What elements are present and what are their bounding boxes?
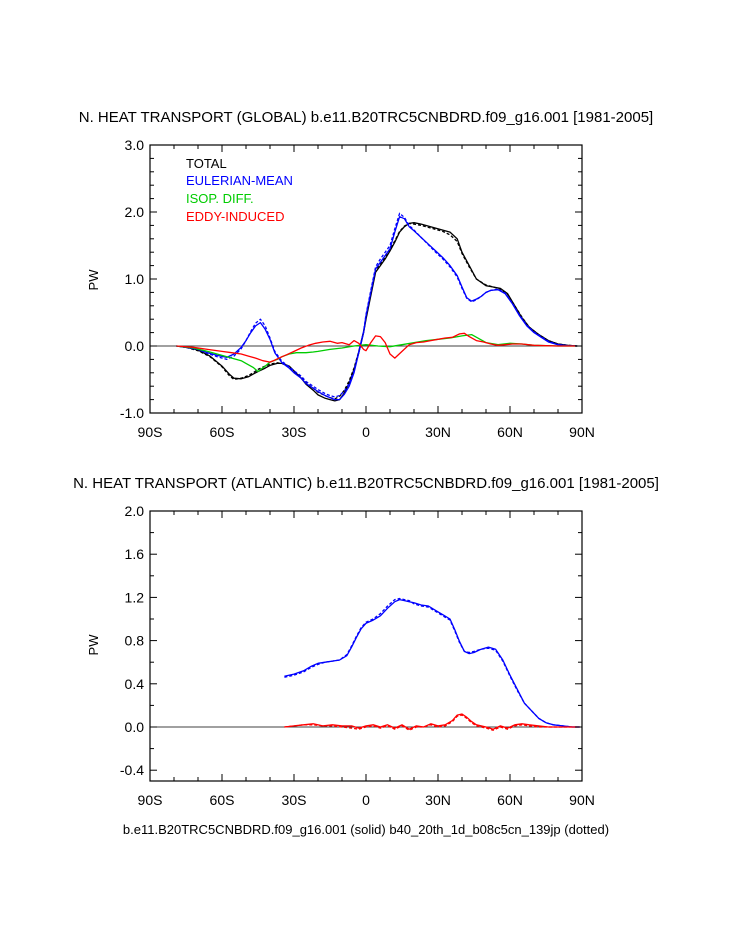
x-tick-label: 90S xyxy=(138,792,163,808)
plot-frame xyxy=(149,510,583,782)
x-tick-label: 60N xyxy=(497,792,523,808)
legend: TOTAL EULERIAN-MEAN ISOP. DIFF. EDDY-IND… xyxy=(186,156,293,224)
x-tick-label: 30N xyxy=(425,792,451,808)
footer-caption: b.e11.B20TRC5CNBDRD.f09_g16.001 (solid) … xyxy=(123,822,609,837)
y-tick-label: 3.0 xyxy=(125,137,145,153)
chart-title-global: N. HEAT TRANSPORT (GLOBAL) b.e11.B20TRC5… xyxy=(79,109,653,126)
x-tick-label: 30S xyxy=(282,792,307,808)
x-tick-label: 30S xyxy=(282,424,307,440)
series-eddy-induced-dotted-line xyxy=(284,714,580,731)
legend-item-eddy-induced: EDDY-INDUCED xyxy=(186,209,284,224)
series-isop-diff-line xyxy=(176,333,578,373)
x-tick-label: 30N xyxy=(425,424,451,440)
y-tick-label: 0.8 xyxy=(125,633,145,649)
series-eulerian-mean-dotted-line xyxy=(284,597,580,728)
series-eulerian-mean-dotted-line xyxy=(176,212,578,398)
legend-item-eulerian-mean: EULERIAN-MEAN xyxy=(186,173,293,188)
y-tick-label: 2.0 xyxy=(125,503,145,519)
y-tick-label: 0.4 xyxy=(125,676,145,692)
series-eddy-induced-line xyxy=(284,713,580,730)
y-tick-label: 1.2 xyxy=(125,589,145,605)
y-tick-label: 1.0 xyxy=(125,271,145,287)
y-tick-label: 1.6 xyxy=(125,546,145,562)
legend-item-total: TOTAL xyxy=(186,156,227,171)
x-tick-label: 90N xyxy=(569,792,595,808)
x-tick-label: 90S xyxy=(138,424,163,440)
atlantic-heat-transport-chart: N. HEAT TRANSPORT (ATLANTIC) b.e11.B20TR… xyxy=(73,475,659,808)
y-tick-label: 2.0 xyxy=(125,204,145,220)
x-tick-label: 90N xyxy=(569,424,595,440)
y-axis-label-atlantic: PW xyxy=(86,634,101,656)
y-tick-label: -0.4 xyxy=(120,762,144,778)
chart-title-atlantic: N. HEAT TRANSPORT (ATLANTIC) b.e11.B20TR… xyxy=(73,475,659,492)
x-tick-label: 0 xyxy=(362,792,370,808)
y-tick-label: 0.0 xyxy=(125,338,145,354)
series-eddy-induced-line xyxy=(176,332,578,363)
y-tick-label: 0.0 xyxy=(125,719,145,735)
y-tick-label: -1.0 xyxy=(120,405,144,421)
global-heat-transport-chart: N. HEAT TRANSPORT (GLOBAL) b.e11.B20TRC5… xyxy=(79,109,653,440)
legend-item-isop-diff: ISOP. DIFF. xyxy=(186,191,254,206)
series-eulerian-mean-line xyxy=(284,598,580,728)
x-tick-label: 0 xyxy=(362,424,370,440)
x-tick-label: 60S xyxy=(210,792,235,808)
y-axis-label-global: PW xyxy=(86,269,101,291)
series-eulerian-mean-line xyxy=(176,216,578,401)
x-tick-label: 60S xyxy=(210,424,235,440)
x-tick-label: 60N xyxy=(497,424,523,440)
